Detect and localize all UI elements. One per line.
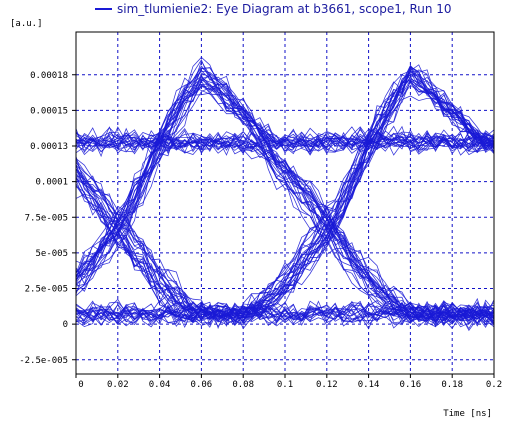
eye-trace xyxy=(75,70,495,273)
eye-trace xyxy=(75,64,495,326)
y-tick-label: 5e-005 xyxy=(35,249,68,259)
eye-trace xyxy=(75,72,495,322)
y-tick-label: 0.00018 xyxy=(30,71,68,81)
eye-trace xyxy=(75,164,495,326)
x-tick-label: 0.02 xyxy=(107,380,129,390)
y-tick-labels: -2.5e-005 0 2.5e-005 5e-005 7.5e-005 0.0001 0.… xyxy=(19,71,76,366)
y-tick-label: 0.0001 xyxy=(35,178,68,188)
eye-trace xyxy=(75,299,495,328)
y-tick-label: 2.5e-005 xyxy=(25,285,68,295)
x-tick-label: 0 xyxy=(78,380,83,390)
x-tick-label: 0.08 xyxy=(232,380,254,390)
x-tick-label: 0.14 xyxy=(358,380,380,390)
x-tick-label: 0.18 xyxy=(441,380,463,390)
eye-trace xyxy=(75,135,495,330)
x-tick-label: 0.06 xyxy=(191,380,213,390)
eye-trace xyxy=(75,65,495,328)
eye-trace xyxy=(75,186,495,325)
eye-trace xyxy=(75,87,495,293)
eye-trace xyxy=(75,65,495,285)
eye-traces xyxy=(75,56,495,332)
x-tick-label: 0.12 xyxy=(316,380,338,390)
eye-trace xyxy=(75,84,495,326)
x-tick-labels: 0 0.02 0.04 0.06 0.08 0.1 0.12 0.14 0.16 0.18 0.2 xyxy=(75,374,502,390)
eye-trace xyxy=(75,67,495,323)
chart-title: sim_tlumienie2: Eye Diagram at b3661, sc… xyxy=(117,2,452,16)
y-tick-label: 0.00015 xyxy=(30,106,68,116)
y-axis-label: [a.u.] xyxy=(10,19,43,29)
eye-trace xyxy=(75,82,495,323)
eye-trace xyxy=(75,87,495,295)
eye-trace xyxy=(75,134,495,323)
y-tick-label: 7.5e-005 xyxy=(25,213,68,223)
eye-trace xyxy=(75,71,495,322)
eye-trace xyxy=(75,79,495,324)
eye-trace xyxy=(75,59,495,325)
x-axis-label: Time [ns] xyxy=(443,409,492,419)
eye-trace xyxy=(75,67,495,325)
x-tick-label: 0.2 xyxy=(486,380,502,390)
eye-trace xyxy=(75,131,495,320)
y-tick-label: 0.00013 xyxy=(30,142,68,152)
eye-trace xyxy=(75,303,495,324)
y-tick-label: 0 xyxy=(63,320,68,330)
x-tick-label: 0.16 xyxy=(400,380,422,390)
y-tick-label: -2.5e-005 xyxy=(19,356,68,366)
x-tick-label: 0.1 xyxy=(277,380,293,390)
x-tick-label: 0.04 xyxy=(149,380,171,390)
